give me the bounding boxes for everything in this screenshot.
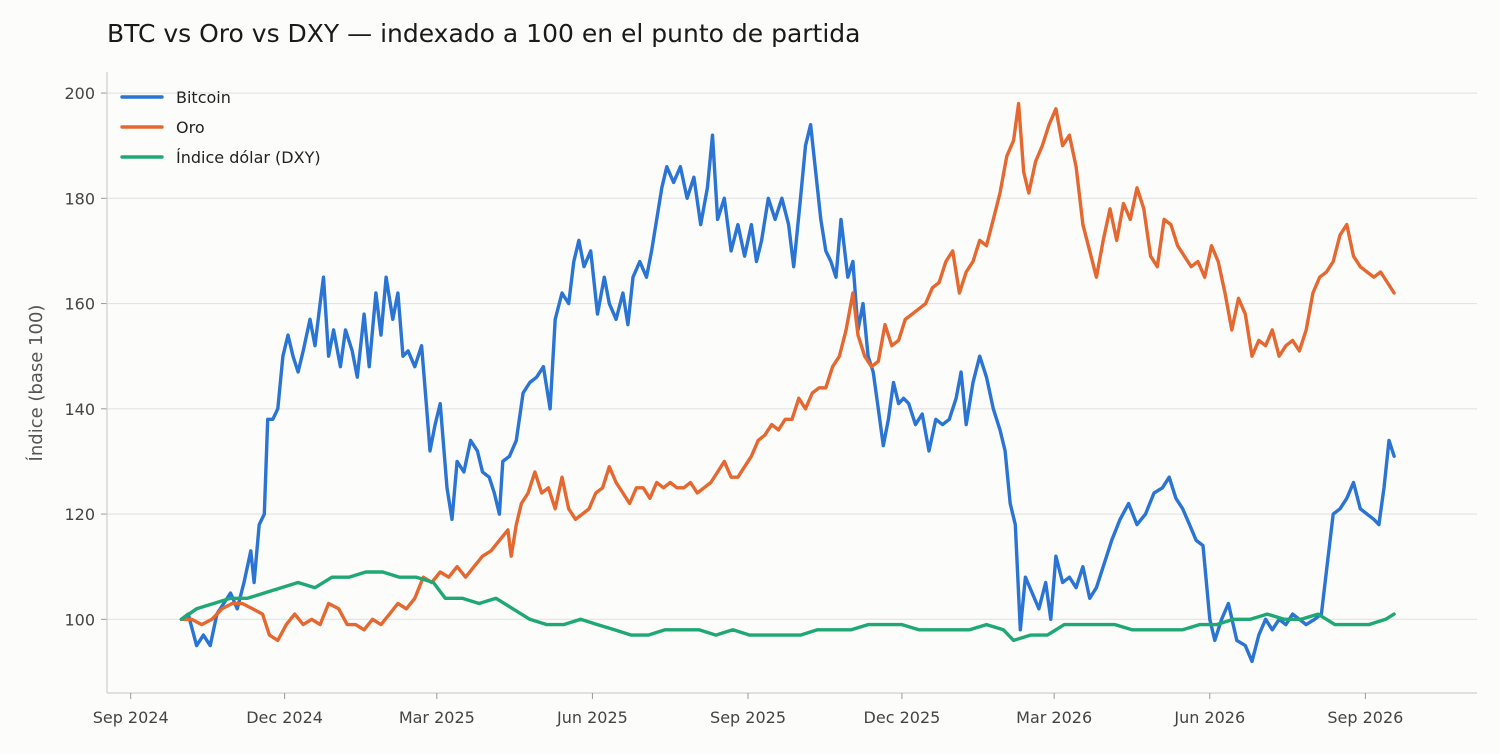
x-tick-label: Sep 2026 [1327,708,1403,727]
x-tick-label: Sep 2024 [93,708,169,727]
x-tick-label: Jun 2026 [1173,708,1245,727]
y-tick-label: 160 [64,295,95,314]
y-tick-label: 200 [64,84,95,103]
series-line-oro [179,101,1396,643]
axes: 100 120 140 160 180 200 Sep 2024 Dec 2024 Mar 20… [64,72,1477,727]
series-group [179,101,1396,664]
y-axis-label: Índice (base 100) [25,305,47,462]
y-tick-label: 140 [64,400,95,419]
x-tick-label: Sep 2025 [710,708,786,727]
y-tick-label: 120 [64,505,95,524]
legend: Bitcoin Oro Índice dólar (DXY) [120,88,321,167]
y-tick-label: 100 [64,610,95,629]
x-tick-label: Mar 2026 [1016,708,1092,727]
series-line-indice-dolar-dxy [179,570,1396,643]
y-tick-label: 180 [64,189,95,208]
legend-label: Oro [176,118,205,137]
legend-label: Bitcoin [176,88,231,107]
x-tick-label: Jun 2025 [556,708,628,727]
chart-title: BTC vs Oro vs DXY — indexado a 100 en el… [107,19,861,48]
x-tick-label: Dec 2025 [864,708,941,727]
x-tick-label: Dec 2024 [246,708,323,727]
x-tick-label: Mar 2025 [399,708,475,727]
series-line-bitcoin [179,122,1396,664]
legend-label: Índice dólar (DXY) [176,148,321,167]
grid [107,92,1477,620]
